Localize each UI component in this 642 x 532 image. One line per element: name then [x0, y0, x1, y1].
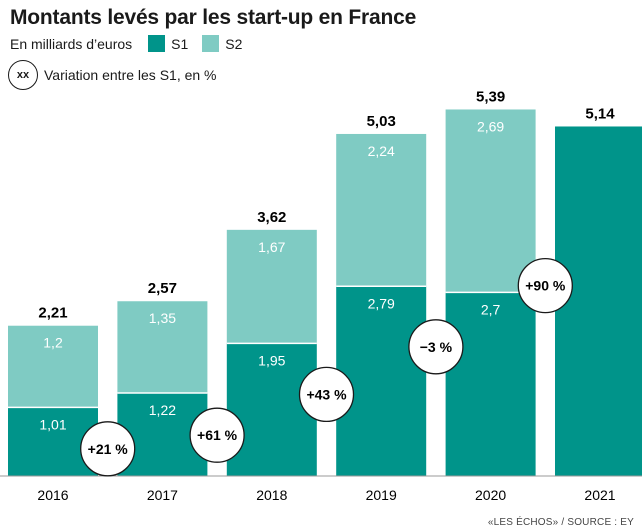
legend-label-s2: S2 [225, 35, 243, 52]
bar-s2-2016 [8, 325, 98, 408]
variation-label-1: +61 % [197, 427, 238, 443]
source-credit: «LES ÉCHOS» / SOURCE : EY [487, 517, 634, 528]
x-tick-2021: 2021 [584, 487, 615, 503]
variation-circle-4 [517, 257, 573, 314]
variation-label-2: +43 % [306, 386, 347, 402]
variation-legend-label: Variation entre les S1, en % [44, 67, 217, 83]
label-s2-2019: 2,24 [368, 143, 395, 159]
variation-circle-2 [298, 366, 355, 423]
x-tick-2019: 2019 [366, 487, 397, 503]
bar-s2-2020 [445, 109, 536, 293]
label-s1-2016: 1,01 [39, 416, 66, 432]
legend-label-s1: S1 [171, 35, 189, 52]
label-s1-2020: 2,7 [481, 301, 501, 317]
legend-swatch-s1 [148, 35, 166, 52]
variation-label-4: +90 % [525, 278, 566, 294]
variation-circle-3 [408, 319, 464, 375]
variation-legend-circle: xx [8, 60, 38, 90]
bar-s1-2021 [555, 126, 642, 476]
total-label-2016: 2,21 [38, 305, 67, 322]
variation-label-3: −3 % [420, 339, 453, 355]
x-tick-2017: 2017 [147, 487, 178, 503]
total-label-2020: 5,39 [476, 88, 505, 105]
bar-s2-2017 [117, 301, 208, 394]
chart-title: Montants levés par les start-up en Franc… [10, 6, 417, 29]
variation-circle-1 [189, 407, 245, 463]
x-tick-2018: 2018 [256, 487, 287, 503]
variation-label-0: +21 % [88, 441, 129, 457]
bar-s1-2018 [226, 343, 317, 476]
bar-s2-2019 [336, 133, 427, 287]
label-s2-2018: 1,67 [258, 239, 285, 255]
variation-circle-0 [80, 421, 136, 477]
label-s2-2016: 1,2 [43, 335, 63, 351]
total-label-2019: 5,03 [367, 113, 396, 130]
total-label-2017: 2,57 [148, 280, 177, 297]
legend-swatch-s2 [202, 35, 220, 52]
legend: En milliards d’euros S1 S2 [10, 35, 256, 52]
x-tick-2020: 2020 [475, 487, 506, 503]
bar-s1-2020 [445, 292, 536, 476]
total-label-2018: 3,62 [257, 209, 286, 226]
variation-legend: xx Variation entre les S1, en % [8, 60, 217, 90]
label-s1-2019: 2,79 [368, 295, 395, 311]
bar-s1-2019 [336, 286, 427, 476]
total-label-2021: 5,14 [585, 105, 615, 122]
label-s1-2018: 1,95 [258, 352, 285, 368]
unit-label: En milliards d’euros [10, 35, 133, 52]
label-s2-2020: 2,69 [477, 118, 504, 134]
label-s2-2017: 1,35 [149, 310, 176, 326]
label-s1-2017: 1,22 [149, 402, 176, 418]
bar-s2-2018 [226, 229, 317, 344]
x-tick-2016: 2016 [37, 487, 68, 503]
